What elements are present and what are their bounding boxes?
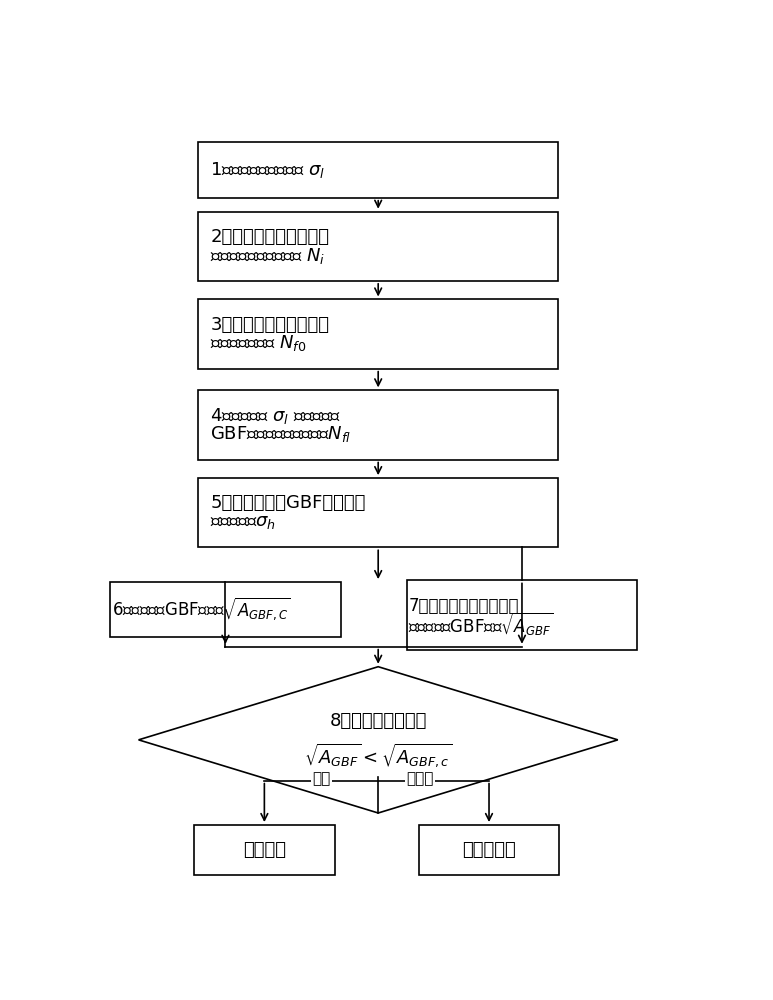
Bar	[199, 142, 558, 198]
Text: 2）试验确定同质材料各: 2）试验确定同质材料各	[210, 228, 329, 246]
Text: 6）确定许用GBF区尺寸$\sqrt{A_{GBF,C}}$: 6）确定许用GBF区尺寸$\sqrt{A_{GBF,C}}$	[111, 596, 291, 623]
Text: 周期性载荷$\sigma_h$: 周期性载荷$\sigma_h$	[210, 513, 277, 531]
Bar	[199, 478, 558, 547]
Text: 8）评价可再制造性: 8）评价可再制造性	[329, 712, 427, 730]
Bar	[199, 390, 558, 460]
Text: 再制造对象GBF尺寸$\sqrt{A_{GBF}}$: 再制造对象GBF尺寸$\sqrt{A_{GBF}}$	[408, 611, 553, 638]
Text: 5）确定不影响GBF区尺寸的: 5）确定不影响GBF区尺寸的	[210, 494, 366, 512]
Bar	[199, 299, 558, 369]
Text: 可再制造: 可再制造	[243, 841, 286, 859]
Bar	[199, 212, 558, 281]
Text: 4）确定载荷 $\sigma_l$ 作用下许用: 4）确定载荷 $\sigma_l$ 作用下许用	[210, 406, 341, 426]
Text: 不可再制造: 不可再制造	[462, 841, 516, 859]
Bar	[407, 580, 637, 650]
Polygon shape	[138, 667, 618, 813]
Text: 3）统计得到满足可靠度: 3）统计得到满足可靠度	[210, 316, 329, 334]
Text: GBF区尺寸用的循环次数$N_{fl}$: GBF区尺寸用的循环次数$N_{fl}$	[210, 424, 352, 444]
Text: 试件疲劳断裂循环次数 $N_i$: 试件疲劳断裂循环次数 $N_i$	[210, 246, 325, 266]
Text: 要求的循环次数 $N_{f0}$: 要求的循环次数 $N_{f0}$	[210, 333, 307, 353]
Text: 1）确定单步循环载荷 $\sigma_l$: 1）确定单步循环载荷 $\sigma_l$	[210, 160, 325, 180]
Text: 7）检测离心压缩机叶轮: 7）检测离心压缩机叶轮	[408, 597, 519, 615]
Bar	[194, 825, 335, 875]
Bar	[419, 825, 560, 875]
Text: $\sqrt{A_{GBF}}<\sqrt{A_{GBF,c}}$: $\sqrt{A_{GBF}}<\sqrt{A_{GBF,c}}$	[304, 741, 452, 770]
Bar	[110, 582, 341, 637]
Text: 满足: 满足	[312, 771, 330, 786]
Text: 不满足: 不满足	[407, 771, 434, 786]
